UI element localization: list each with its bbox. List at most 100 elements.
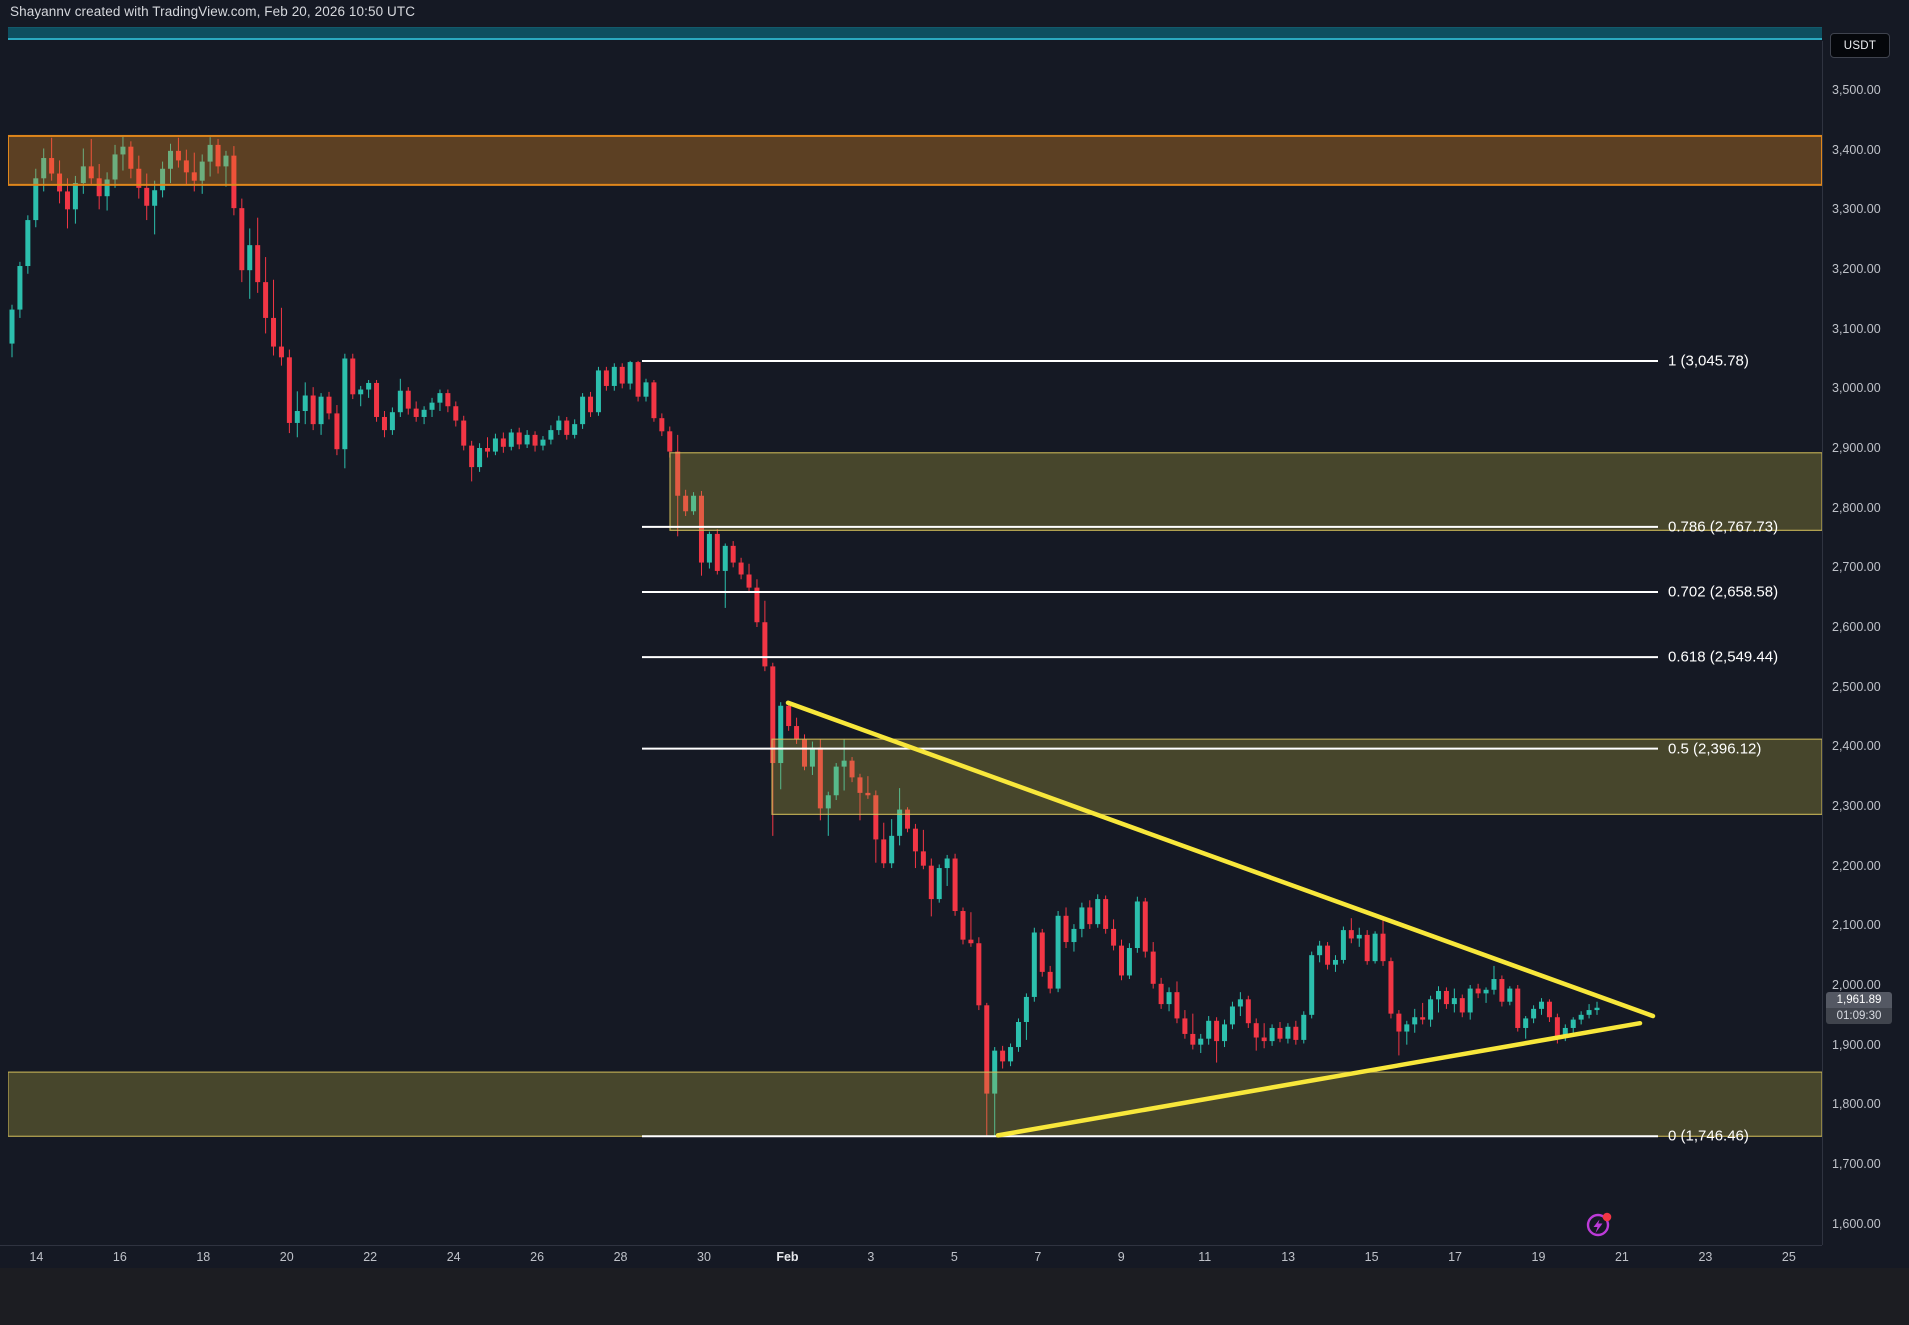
candle — [1150, 942, 1156, 989]
candle — [619, 363, 625, 389]
candle — [572, 419, 578, 439]
candles-layer — [9, 136, 1600, 1137]
candle — [1483, 987, 1489, 1003]
bottom-band: TradingView — [0, 1268, 1909, 1325]
candle — [318, 393, 324, 435]
candle — [278, 307, 284, 366]
time-tick-20: 20 — [279, 1250, 294, 1264]
price-axis[interactable]: 3,500.00 3,400.00 3,300.00 3,200.00 3,100.00… — [1822, 41, 1909, 1245]
candle — [1372, 931, 1378, 964]
candle — [160, 161, 166, 198]
flash-notification-icon[interactable] — [1584, 1210, 1614, 1240]
candle — [952, 853, 958, 916]
candle — [1285, 1023, 1291, 1044]
candle — [1380, 918, 1386, 966]
price-tick: 1,600.00 — [1832, 1216, 1881, 1231]
candle — [1182, 1010, 1188, 1039]
triangle-upper[interactable] — [785, 700, 1656, 1019]
candle — [588, 391, 594, 417]
candle — [603, 366, 609, 391]
candle — [255, 217, 261, 293]
candle — [1063, 907, 1069, 949]
candle — [1404, 1020, 1410, 1045]
candle — [1277, 1021, 1283, 1043]
candle — [1570, 1017, 1576, 1033]
price-tick: 2,800.00 — [1832, 500, 1881, 515]
candle — [809, 741, 815, 775]
candle — [651, 379, 657, 422]
candle — [1578, 1011, 1584, 1025]
candle — [397, 378, 403, 417]
fib-label-0: 0 (1,746.46) — [1668, 1127, 1749, 1145]
candle — [1467, 985, 1473, 1020]
candle — [1515, 985, 1521, 1032]
supply-zone-top — [8, 134, 1822, 186]
candle — [833, 763, 839, 801]
candle — [144, 173, 150, 221]
candle — [524, 430, 530, 449]
candle — [128, 141, 134, 179]
price-tick: 2,400.00 — [1832, 739, 1881, 754]
time-tick-17: 17 — [1448, 1250, 1462, 1264]
candle — [247, 228, 253, 299]
supply-zone-2400 — [771, 738, 1822, 815]
last-price-value: 1,961.89 — [1826, 991, 1892, 1008]
candle — [64, 178, 70, 229]
time-tick-23: 23 — [1698, 1250, 1713, 1264]
candle — [374, 379, 380, 422]
candle — [1332, 955, 1338, 972]
candle — [485, 437, 490, 458]
time-tick-11: 11 — [1198, 1250, 1212, 1264]
candle — [389, 407, 395, 435]
time-tick-16: 16 — [112, 1250, 127, 1264]
candle — [1388, 957, 1394, 1019]
candle — [49, 137, 55, 181]
supply-zone-2890 — [669, 452, 1822, 531]
candle — [1079, 902, 1085, 938]
candle — [1499, 975, 1505, 1007]
candle — [25, 215, 31, 274]
candle — [88, 138, 94, 185]
candle — [223, 150, 229, 187]
candle — [580, 393, 586, 429]
currency-chip[interactable]: USDT — [1830, 33, 1890, 58]
candle — [1190, 1013, 1196, 1050]
time-tick-Feb: Feb — [776, 1250, 799, 1264]
candle — [1443, 987, 1449, 1009]
candle — [1166, 987, 1172, 1012]
candle — [516, 427, 522, 450]
candle — [881, 822, 887, 869]
candle — [469, 440, 475, 482]
candle — [136, 155, 142, 199]
candle — [1031, 927, 1037, 1002]
time-tick-24: 24 — [446, 1250, 461, 1264]
chart-attribution-title: Shayannv created with TradingView.com, F… — [10, 4, 416, 19]
candle — [1261, 1023, 1267, 1049]
fib-label-0.702: 0.702 (2,658.58) — [1668, 583, 1779, 601]
candle — [802, 734, 807, 771]
candle — [1008, 1043, 1014, 1067]
candle — [1015, 1018, 1021, 1052]
candle — [175, 137, 181, 168]
candle — [611, 363, 617, 391]
time-tick-28: 28 — [613, 1250, 628, 1264]
triangle-lower[interactable] — [995, 1020, 1643, 1138]
price-tick: 3,400.00 — [1832, 142, 1881, 157]
candle — [271, 279, 277, 356]
candle-countdown: 01:09:30 — [1826, 1007, 1892, 1024]
candle — [358, 385, 364, 407]
price-tick: 2,200.00 — [1832, 858, 1881, 873]
candlestick-chart[interactable] — [8, 41, 1822, 1245]
candle — [1531, 1005, 1537, 1024]
candle — [683, 489, 689, 517]
candle — [1340, 926, 1346, 964]
time-axis[interactable]: 14 16 18 20 22 24 26 28 30 Feb 3 5 7 9 11 13 15 17 19 21 23 2… — [0, 1245, 1822, 1269]
candle — [865, 776, 871, 799]
candle — [183, 149, 189, 185]
candle — [595, 366, 601, 416]
price-tick: 1,900.00 — [1832, 1037, 1881, 1052]
candle — [57, 160, 63, 204]
candle — [9, 304, 15, 358]
candle — [564, 416, 570, 440]
candle — [730, 541, 736, 568]
